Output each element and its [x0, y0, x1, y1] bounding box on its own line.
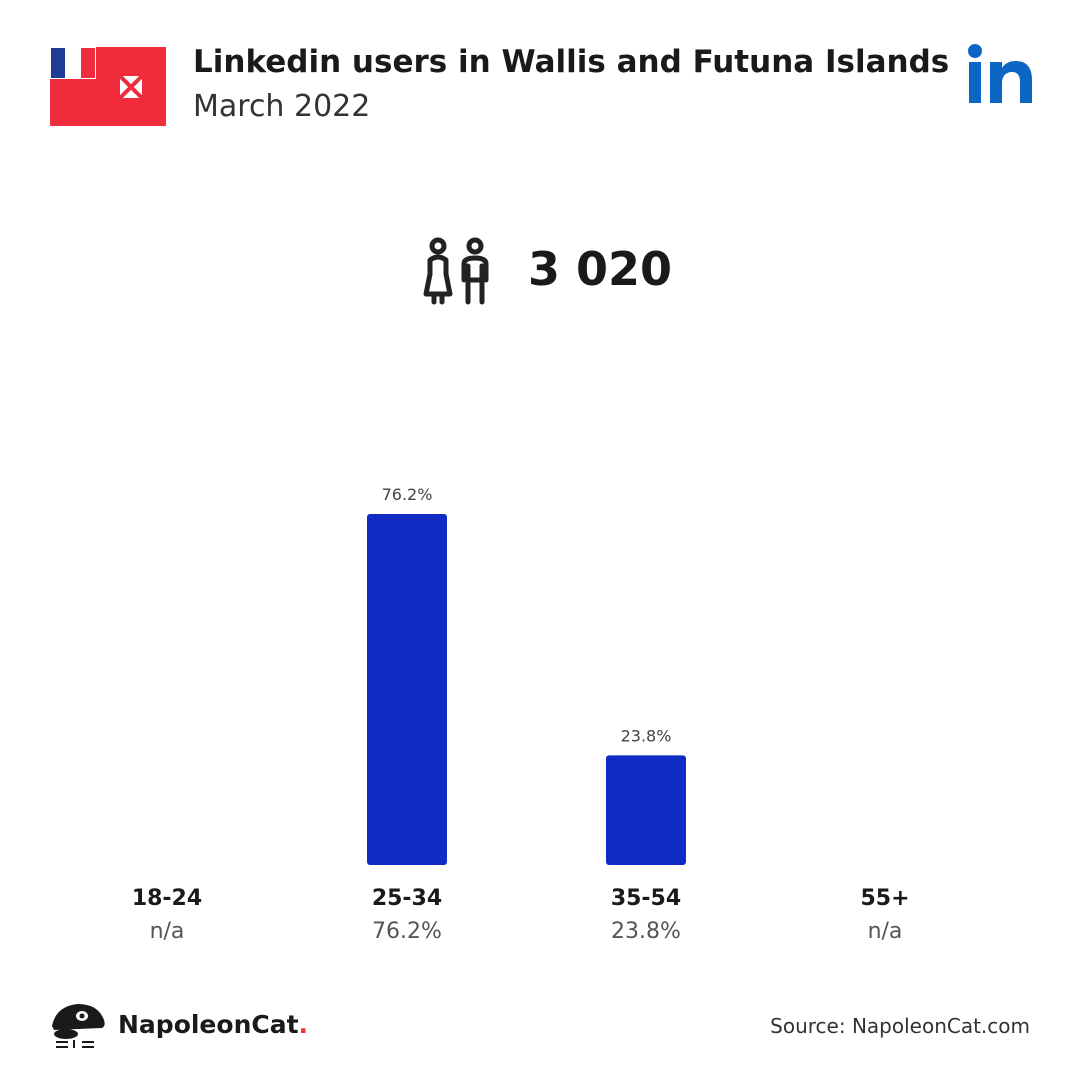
- page-title: Linkedin users in Wallis and Futuna Isla…: [193, 44, 950, 80]
- category-label-25-34: 25-34: [372, 886, 442, 911]
- total-users: 3 020: [420, 236, 700, 306]
- total-users-count: 3 020: [528, 242, 673, 296]
- category-value-35-54: 23.8%: [611, 919, 681, 944]
- brand-name: NapoleonCat.: [118, 1010, 309, 1039]
- linkedin-logo-icon: [968, 44, 1032, 103]
- bar-value-label-35-54: 23.8%: [621, 726, 672, 745]
- category-label-35-54: 35-54: [611, 886, 681, 911]
- category-value-18-24: n/a: [150, 919, 185, 944]
- category-value-55: n/a: [868, 919, 903, 944]
- napoleoncat-logo-icon: [52, 1004, 105, 1048]
- source-text: Source: NapoleonCat.com: [770, 1014, 1030, 1038]
- bar-value-label-25-34: 76.2%: [382, 485, 433, 504]
- bar-25-34: [367, 514, 447, 865]
- users-icon: [423, 237, 489, 305]
- wallis-futuna-flag: [50, 47, 166, 126]
- category-value-25-34: 76.2%: [372, 919, 442, 944]
- page-subtitle: March 2022: [193, 89, 371, 124]
- category-label-18-24: 18-24: [132, 886, 202, 911]
- bar-35-54: [606, 755, 686, 865]
- category-label-55: 55+: [860, 886, 909, 911]
